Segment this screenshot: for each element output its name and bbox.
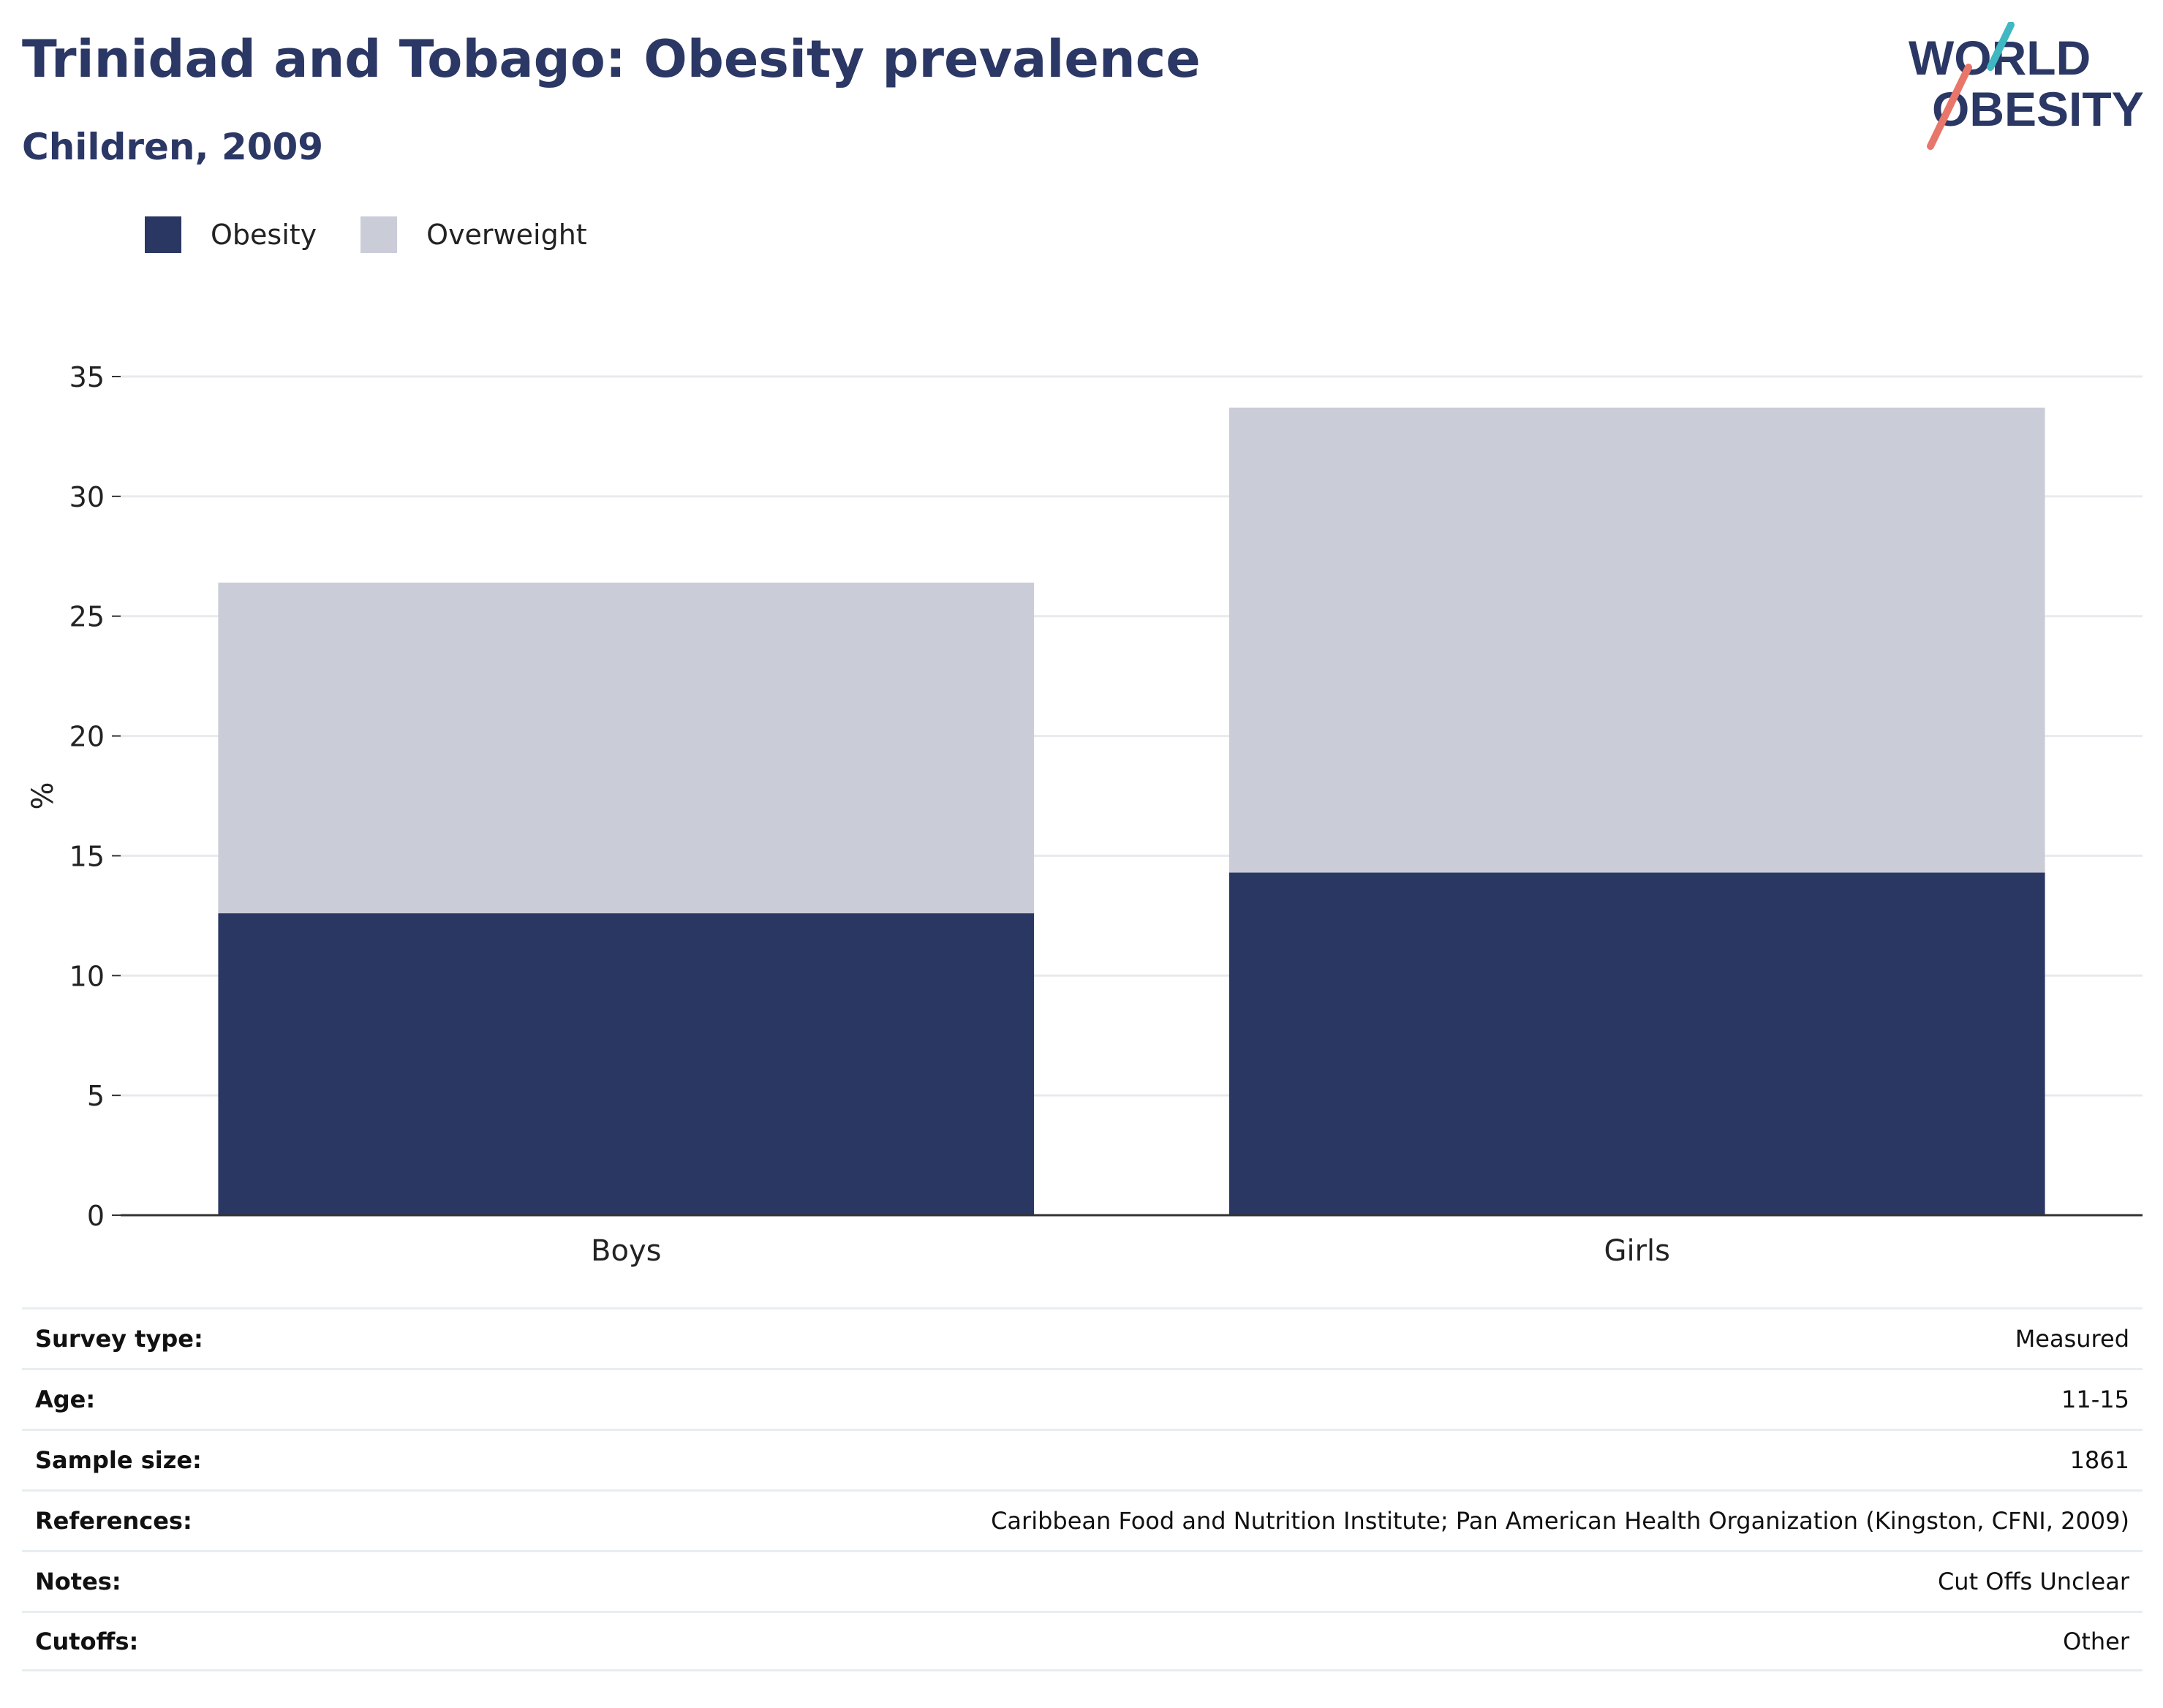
info-key: References: — [35, 1507, 192, 1535]
logo-teal-slash — [1987, 22, 2015, 71]
legend-item-obesity[interactable]: Obesity — [145, 216, 317, 253]
info-key: Cutoffs: — [35, 1627, 139, 1655]
info-key: Sample size: — [35, 1446, 202, 1474]
info-key: Notes: — [35, 1568, 121, 1595]
y-tick-label: 15 — [69, 840, 105, 872]
logo-line-obesity: OBESITY — [1932, 82, 2144, 136]
info-value: 11-15 — [2061, 1386, 2129, 1413]
info-row: Survey type: Measured — [22, 1307, 2143, 1368]
chart-title: Trinidad and Tobago: Obesity prevalence — [22, 29, 1201, 89]
legend-item-overweight[interactable]: Overweight — [360, 216, 587, 253]
info-row: Age: 11-15 — [22, 1368, 2143, 1429]
chart-legend: Obesity Overweight — [145, 216, 631, 253]
info-value: 1861 — [2069, 1446, 2129, 1474]
info-row: Sample size: 1861 — [22, 1429, 2143, 1489]
info-row: Cutoffs: Other — [22, 1611, 2143, 1671]
info-value: Other — [2063, 1627, 2129, 1655]
x-tick-label: Girls — [1604, 1234, 1670, 1268]
y-tick-label: 0 — [87, 1200, 105, 1232]
info-value: Cut Offs Unclear — [1937, 1568, 2129, 1595]
legend-swatch-obesity — [145, 216, 181, 253]
y-tick-label: 35 — [69, 361, 105, 393]
info-key: Age: — [35, 1386, 96, 1413]
legend-label-overweight: Overweight — [426, 219, 587, 251]
bar-obesity-boys — [218, 913, 1035, 1215]
info-value: Measured — [2015, 1325, 2129, 1353]
chart-subtitle: Children, 2009 — [22, 126, 324, 168]
info-key: Survey type: — [35, 1325, 203, 1353]
bar-chart: 0 5 10 15 20 25 30 35% Boys Girls — [26, 361, 2143, 1268]
info-row: References: Caribbean Food and Nutrition… — [22, 1489, 2143, 1550]
bar-overweight-boys — [218, 582, 1035, 914]
y-tick-label: 5 — [87, 1080, 105, 1112]
y-tick-label: 10 — [69, 960, 105, 992]
survey-info-table: Survey type: Measured Age: 11-15 Sample … — [22, 1307, 2143, 1671]
y-tick-label: 30 — [69, 481, 105, 513]
y-tick-label: 25 — [69, 601, 105, 633]
logo-line-world: WORLD — [1909, 31, 2091, 85]
y-tick-label: 20 — [69, 721, 105, 753]
bar-overweight-girls — [1228, 407, 2045, 873]
info-row: Notes: Cut Offs Unclear — [22, 1550, 2143, 1611]
legend-swatch-overweight — [360, 216, 398, 253]
bar-obesity-girls — [1228, 872, 2045, 1215]
logo-coral-slash — [1927, 64, 1972, 150]
info-value: Caribbean Food and Nutrition Institute; … — [991, 1507, 2129, 1535]
x-tick-label: Boys — [591, 1234, 661, 1268]
world-obesity-logo: WORLD OBESITY — [1909, 22, 2144, 150]
y-axis-label: % — [26, 782, 60, 809]
legend-label-obesity: Obesity — [211, 219, 317, 251]
